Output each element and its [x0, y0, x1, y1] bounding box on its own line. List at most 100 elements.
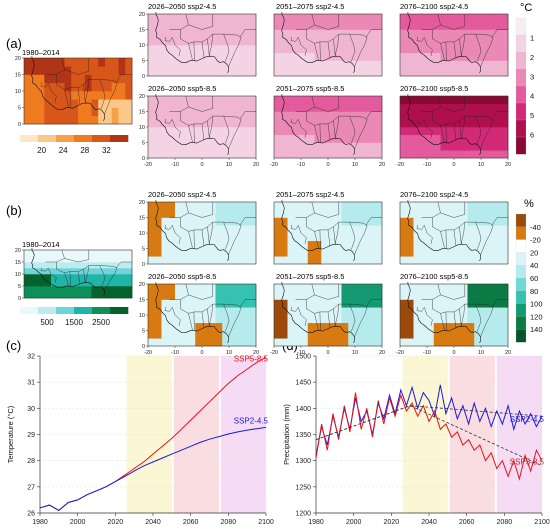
- panel-a-baseline-cell: [118, 107, 126, 117]
- panel-b-map4-cell: [249, 322, 257, 331]
- panel-a-map6-cell: [400, 142, 408, 151]
- panel-b-map2-cell: [348, 225, 356, 234]
- panel-a-map2-cell: [294, 60, 302, 69]
- panel-b-map5-cell: [274, 338, 282, 347]
- panel-b-map5-cell: [348, 299, 356, 308]
- panel-a-map4-cell: [195, 134, 203, 143]
- panel-b-map3-cell: [474, 248, 482, 257]
- panel-a-map5-cell: [361, 119, 369, 128]
- panel-b-map3-border: [445, 229, 447, 249]
- panel-b-map6-cell: [420, 322, 428, 331]
- panel-b-map6-border: [461, 304, 465, 327]
- panel-a-map2-cell: [301, 37, 309, 46]
- panel-a-map6-border: [445, 123, 447, 143]
- panel-a-baseline-cell: [98, 66, 106, 75]
- panel-b-map4-cell: [181, 330, 189, 339]
- panel-b-map2-cell: [328, 233, 336, 242]
- panel-a-map4-cell: [161, 142, 169, 151]
- panel-a-map5-cell: [314, 127, 322, 136]
- panel-b-map5-border: [306, 299, 368, 314]
- panel-a-map6-cell: [460, 111, 468, 120]
- panel-b-map1-cell: [154, 202, 162, 211]
- panel-a-map1-cell: [215, 37, 223, 46]
- panel-a-map4-cell: [175, 150, 183, 159]
- panel-b-map1-cell: [161, 233, 169, 242]
- panel-a-map1-cell: [249, 45, 257, 54]
- panel-a-map2-cell: [375, 45, 383, 54]
- panel-b-map4-cell: [148, 307, 156, 316]
- panel-b-map3-border: [459, 226, 462, 245]
- panel-a-map1-cell: [168, 21, 176, 30]
- panel-a-map4-cell: [148, 127, 156, 136]
- panel-b-map1-cell: [222, 225, 230, 234]
- panel-a-map5-cell: [287, 119, 295, 128]
- panel-a-map2-cell: [361, 52, 369, 61]
- panel-a-map4-lon-label: 20: [253, 162, 259, 168]
- panel-b-map1-cell: [148, 248, 156, 257]
- panel-b-map5-cell: [287, 330, 295, 339]
- panel-a-map4-cell: [242, 134, 250, 143]
- panel-a-map2-cell: [334, 52, 342, 61]
- panel-a-map5-border: [349, 116, 356, 144]
- panel-b-baseline-cell: [57, 274, 65, 281]
- panel-b-map3-cell: [494, 233, 502, 242]
- panel-b-map4-cell: [202, 284, 210, 293]
- panel-b-map2-cell: [294, 233, 302, 242]
- panel-b-baseline-cell: [71, 286, 79, 293]
- panel-a-baseline-border: [83, 84, 86, 103]
- panel-a-map5-cell: [294, 96, 302, 105]
- panel-a-map3-cell: [420, 21, 428, 30]
- panel-b-baseline-cell: [105, 250, 113, 257]
- panel-b-map5-cell: [348, 307, 356, 316]
- panel-a-map4-cell: [215, 119, 223, 128]
- panel-b-baseline-cell: [91, 256, 99, 263]
- panel-a-map4-border: [209, 116, 213, 139]
- panel-a-map5-cell: [314, 150, 322, 159]
- panel-a-map2-cell: [294, 45, 302, 54]
- panel-b-map4-cell: [215, 322, 223, 331]
- panel-a-map3-cell: [467, 14, 475, 23]
- panel-a-map3-cell: [487, 68, 495, 77]
- panel-a-baseline-colorbar-swatch: [56, 135, 75, 142]
- panel-a-baseline-cell: [105, 82, 113, 92]
- panel-b-change-colorbar-swatch: [515, 303, 527, 317]
- panel-a-map3-border: [445, 41, 447, 61]
- panel-b-map3-cell: [487, 202, 495, 211]
- panel-a-map5-cell: [361, 142, 369, 151]
- panel-b-map3-cell: [501, 202, 509, 211]
- panel-a-map4-cell: [175, 134, 183, 143]
- panel-a-map6-cell: [420, 103, 428, 112]
- panel-b-map5-cell: [287, 322, 295, 331]
- panel-b-map4-cell: [249, 284, 257, 293]
- panel-a-baseline-cell: [71, 82, 79, 92]
- panel-a-map1-cell: [208, 52, 216, 61]
- panel-a-baseline-cell: [44, 115, 52, 125]
- panel-a-map3-cell: [467, 52, 475, 61]
- panel-a-map6-cell: [447, 119, 455, 128]
- panel-b-map3-cell: [494, 240, 502, 249]
- panel-b-map4-lat-label: 5: [142, 329, 145, 335]
- panel-b-map5-cell: [301, 291, 309, 300]
- panel-b-map2-border: [354, 225, 368, 255]
- panel-a-map6-cell: [447, 111, 455, 120]
- panel-b-baseline-border: [99, 265, 106, 288]
- panel-a-map2-cell: [355, 37, 363, 46]
- panel-a-map4-cell: [181, 119, 189, 128]
- panel-a-baseline-cell: [64, 115, 72, 125]
- panel-b-map6-cell: [474, 307, 482, 316]
- panel-b-map5-cell: [368, 284, 376, 293]
- panel-b-map2-cell: [368, 225, 376, 234]
- panel-c-label-ssp585: SSP5-8.5: [234, 354, 269, 363]
- panel-a-map1-cell: [195, 68, 203, 77]
- panel-a-map4-cell: [229, 111, 237, 120]
- panel-b-map5-cell: [301, 299, 309, 308]
- panel-a-change-colorbar-tick-label: 4: [530, 92, 534, 101]
- panel-b-map2-cell: [287, 233, 295, 242]
- panel-a-map6-cell: [413, 150, 421, 159]
- panel-b-map3-border: [453, 229, 457, 246]
- panel-b-map6-cell: [454, 338, 462, 347]
- panel-a-map6-cell: [406, 96, 414, 105]
- panel-a-baseline-cell: [105, 115, 113, 125]
- panel-b-map4-cell: [168, 284, 176, 293]
